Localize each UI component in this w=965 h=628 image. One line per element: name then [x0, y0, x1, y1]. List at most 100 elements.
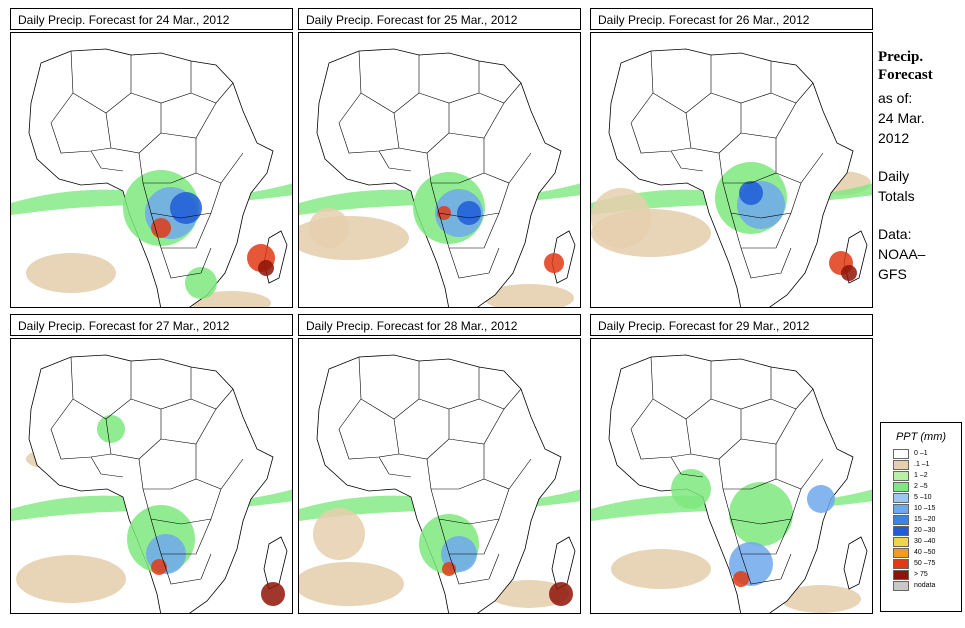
precip-map — [10, 338, 293, 614]
country-border — [50, 92, 112, 154]
precip-map — [298, 32, 581, 308]
precip-map — [590, 32, 873, 308]
country-border — [338, 398, 400, 460]
legend-swatch — [893, 504, 909, 514]
country-border — [90, 150, 124, 172]
legend-item: 40 –50 — [893, 548, 961, 559]
legend-label: 2 –5 — [914, 483, 928, 490]
dry-area — [26, 253, 116, 293]
country-border — [730, 518, 792, 555]
forecast-panel-29-mar: Daily Precip. Forecast for 29 Mar., 2012 — [590, 314, 873, 614]
as-of-date: as of: 24 Mar. 2012 — [878, 88, 963, 148]
legend-title: PPT (mm) — [895, 431, 947, 443]
country-border — [670, 456, 704, 478]
dry-area — [484, 284, 574, 307]
data-source: Data: NOAA– GFS — [878, 224, 963, 284]
country-border — [90, 456, 124, 478]
precip-legend: PPT (mm) 0 –1 .1 –1 1 –2 2 –5 5 –10 10 –15 15 … — [880, 422, 962, 612]
precip-blob — [185, 267, 217, 299]
country-border — [740, 553, 792, 585]
panel-title: Daily Precip. Forecast for 25 Mar., 2012 — [298, 8, 581, 30]
country-border — [448, 247, 500, 279]
legend-swatch — [893, 548, 909, 558]
country-border — [718, 138, 777, 184]
side-title-line: Precip. — [878, 49, 924, 65]
legend-label: 40 –50 — [914, 549, 936, 556]
country-border — [378, 150, 412, 172]
country-border — [448, 553, 500, 585]
country-border — [426, 444, 485, 490]
legend-label: > 75 — [914, 571, 928, 578]
legend-item: 5 –10 — [893, 493, 961, 504]
precip-blob — [733, 571, 749, 587]
country-border — [740, 247, 792, 279]
precip-blob — [591, 188, 651, 248]
madagascar-outline — [551, 536, 576, 590]
precip-map — [298, 338, 581, 614]
precip-blob — [671, 469, 711, 509]
panel-title: Daily Precip. Forecast for 29 Mar., 2012 — [590, 314, 873, 336]
daily-line: Totals — [878, 188, 915, 204]
precip-blob — [549, 582, 573, 606]
legend-label: 20 –30 — [914, 527, 936, 534]
dry-area — [489, 580, 569, 608]
legend-label: 0 –1 — [914, 450, 928, 457]
country-border — [150, 212, 212, 249]
country-border — [710, 61, 772, 104]
legend-label: 1 –2 — [914, 472, 928, 479]
country-border — [722, 488, 802, 525]
country-border — [730, 212, 792, 249]
map-canvas — [299, 48, 580, 307]
data-line: Data: — [878, 226, 912, 242]
map-canvas — [11, 354, 292, 613]
precip-blob — [313, 508, 365, 560]
panel-title: Daily Precip. Forecast for 27 Mar., 2012 — [10, 314, 293, 336]
legend-label: 15 –20 — [914, 516, 936, 523]
legend-item: 15 –20 — [893, 515, 961, 526]
as-of-line: 2012 — [878, 130, 910, 146]
legend-item: 30 –40 — [893, 537, 961, 548]
legend-swatch — [893, 482, 909, 492]
country-border — [138, 444, 197, 490]
legend-swatch — [893, 460, 909, 470]
country-border — [338, 92, 400, 154]
as-of-line: 24 Mar. — [878, 110, 925, 126]
forecast-panel-26-mar: Daily Precip. Forecast for 26 Mar., 2012 — [590, 8, 873, 308]
country-border — [50, 398, 112, 460]
country-border — [438, 212, 500, 249]
map-canvas — [591, 48, 872, 307]
side-info: Precip. Forecast as of: 24 Mar. 2012 Dai… — [878, 48, 963, 284]
side-title: Precip. Forecast — [878, 48, 963, 84]
forecast-panel-25-mar: Daily Precip. Forecast for 25 Mar., 2012 — [298, 8, 581, 308]
country-border — [138, 138, 197, 184]
precip-blob — [544, 253, 564, 273]
daily-totals-note: Daily Totals — [878, 166, 963, 206]
dry-area — [611, 549, 711, 589]
madagascar-outline — [843, 536, 868, 590]
forecast-panel-27-mar: Daily Precip. Forecast for 27 Mar., 2012 — [10, 314, 293, 614]
country-border — [430, 488, 510, 525]
country-border — [670, 150, 704, 172]
precip-blob — [437, 206, 451, 220]
country-border — [630, 92, 692, 154]
legend-label: 50 –75 — [914, 560, 936, 567]
map-canvas — [591, 354, 872, 613]
country-border — [418, 61, 480, 104]
precip-blob — [258, 260, 274, 276]
legend-item: 2 –5 — [893, 482, 961, 493]
precip-blob — [729, 482, 793, 546]
legend-label: 10 –15 — [914, 505, 936, 512]
panel-title: Daily Precip. Forecast for 26 Mar., 2012 — [590, 8, 873, 30]
forecast-panel-28-mar: Daily Precip. Forecast for 28 Mar., 2012 — [298, 314, 581, 614]
precip-blob — [739, 181, 763, 205]
legend-swatch — [893, 526, 909, 536]
precip-blob — [170, 192, 202, 224]
country-border — [142, 488, 222, 525]
dry-area — [781, 585, 861, 613]
legend-item: 50 –75 — [893, 559, 961, 570]
country-border — [130, 367, 192, 410]
country-border — [142, 182, 222, 219]
precip-map — [10, 32, 293, 308]
legend-label: 5 –10 — [914, 494, 932, 501]
country-border — [718, 444, 777, 490]
